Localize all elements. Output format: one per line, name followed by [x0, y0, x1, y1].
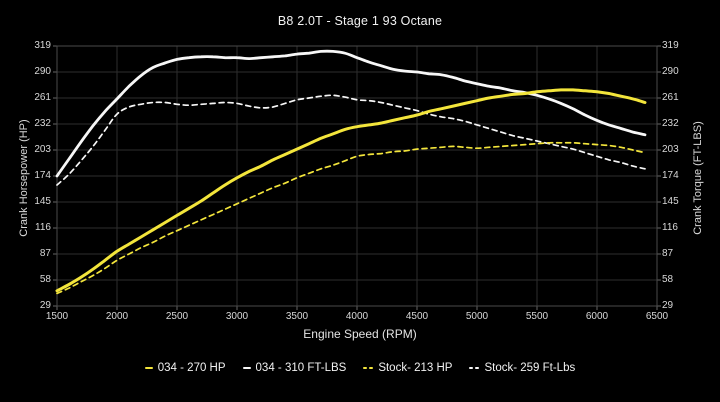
y-axis-tick-left: 145 — [34, 196, 51, 207]
y-axis-tick-left: 290 — [34, 66, 51, 77]
curve-stock-213-hp — [56, 141, 646, 295]
legend-label: 034 - 310 FT-LBS — [255, 362, 347, 374]
y-axis-tick-right: 203 — [662, 144, 679, 155]
line-swatch-dashed — [363, 367, 374, 369]
x-axis-tick: 2000 — [105, 311, 129, 322]
x-axis-tick: 3500 — [285, 311, 309, 322]
x-axis-tick: 5000 — [465, 311, 489, 322]
x-axis-tick: 6000 — [585, 311, 609, 322]
y-axis-tick-right: 174 — [662, 170, 679, 181]
curve-stock-259-ft-lbs — [56, 94, 646, 186]
y-axis-tick-left: 58 — [39, 274, 51, 285]
y-axis-tick-right: 290 — [662, 66, 679, 77]
x-axis-tick: 6500 — [645, 311, 669, 322]
y-axis-tick-left: 203 — [34, 144, 51, 155]
y-axis-tick-left: 232 — [34, 118, 51, 129]
y-axis-tick-right: 232 — [662, 118, 679, 129]
y-axis-tick-right: 261 — [662, 92, 679, 103]
legend-item-034-torque: 034 - 310 FT-LBS — [242, 362, 347, 374]
curve-034-310-ft-lbs — [55, 49, 647, 178]
y-axis-tick-right: 319 — [662, 40, 679, 51]
x-axis-tick: 3000 — [225, 311, 249, 322]
x-axis-tick: 5500 — [525, 311, 549, 322]
legend-label: Stock- 213 HP — [378, 362, 453, 374]
y-axis-tick-right: 116 — [662, 222, 678, 233]
line-swatch-solid — [242, 367, 251, 369]
curve-034-270-hp — [55, 88, 647, 293]
x-axis-label: Engine Speed (RPM) — [303, 327, 417, 341]
y-axis-tick-left: 261 — [34, 92, 51, 103]
x-axis-tick: 2500 — [165, 311, 189, 322]
line-swatch-solid — [144, 367, 153, 369]
y-axis-label-right: Crank Torque (FT-LBS) — [692, 121, 704, 235]
x-axis-tick: 4500 — [405, 311, 429, 322]
legend-label: 034 - 270 HP — [157, 362, 226, 374]
y-axis-tick-right: 145 — [662, 196, 679, 207]
y-axis-tick-right: 58 — [662, 274, 674, 285]
legend-item-034-hp: 034 - 270 HP — [144, 362, 226, 374]
y-axis-tick-left: 174 — [34, 170, 51, 181]
y-axis-tick-right: 87 — [662, 248, 674, 259]
legend-item-stock-hp: Stock- 213 HP — [363, 362, 452, 374]
x-axis-tick: 4000 — [345, 311, 369, 322]
legend-item-stock-torque: Stock- 259 Ft-Lbs — [469, 362, 575, 374]
legend-label: Stock- 259 Ft-Lbs — [484, 362, 576, 374]
chart-title: B8 2.0T - Stage 1 93 Octane — [277, 14, 443, 28]
x-axis-tick: 1500 — [45, 311, 69, 322]
y-axis-tick-right: 29 — [662, 300, 674, 311]
y-axis-tick-left: 87 — [39, 248, 51, 259]
y-axis-tick-left: 116 — [35, 222, 51, 233]
line-swatch-dashed — [469, 367, 480, 369]
y-axis-tick-left: 29 — [39, 300, 51, 311]
legend: 034 - 270 HP 034 - 310 FT-LBS Stock- 213… — [0, 362, 720, 374]
y-axis-tick-left: 319 — [34, 40, 51, 51]
